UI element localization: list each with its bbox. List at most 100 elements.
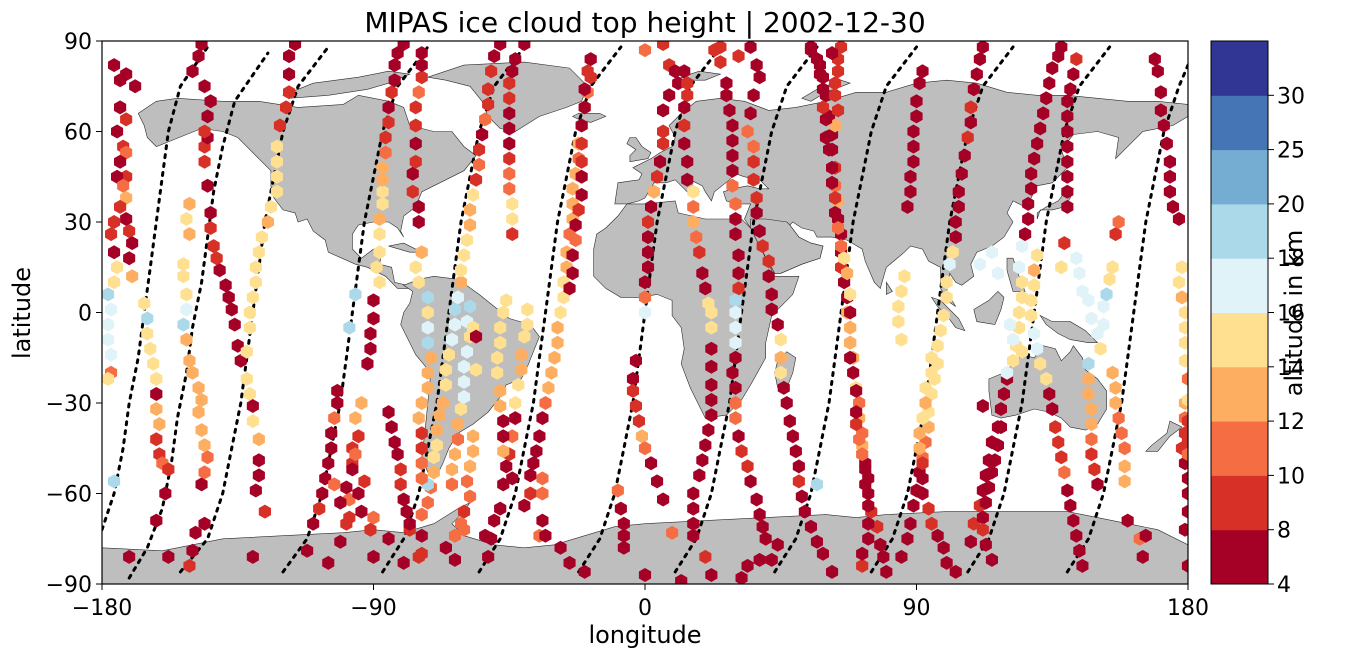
cloud-point	[741, 459, 754, 474]
cloud-point	[397, 41, 410, 51]
cloud-point	[726, 163, 739, 178]
cloud-point	[774, 365, 787, 380]
cloud-point	[415, 58, 428, 73]
cloud-point	[506, 212, 519, 226]
cloud-point	[198, 154, 211, 169]
cloud-point	[1181, 371, 1188, 386]
cloud-point	[1073, 266, 1086, 281]
cloud-point	[584, 52, 597, 67]
cloud-point	[991, 438, 1004, 453]
cloud-point	[982, 480, 995, 495]
cloud-point	[720, 88, 733, 103]
cloud-point	[102, 287, 115, 302]
cloud-point	[765, 302, 778, 317]
cloud-point	[249, 260, 262, 275]
cloud-point	[1181, 432, 1188, 447]
cloud-point	[352, 429, 365, 444]
cloud-point	[566, 266, 579, 281]
cloud-point	[916, 486, 929, 501]
cloud-point	[1055, 41, 1068, 54]
x-tick-label: 180	[1167, 596, 1209, 621]
cloud-point	[952, 199, 965, 214]
cloud-point	[1025, 181, 1038, 196]
cloud-point	[741, 558, 754, 573]
cloud-point	[976, 399, 989, 413]
cloud-point	[316, 486, 329, 501]
cloud-point	[1043, 387, 1056, 401]
cloud-point	[705, 341, 718, 356]
cloud-point	[907, 154, 920, 169]
cloud-point	[506, 196, 519, 211]
cloud-point	[521, 317, 534, 332]
y-tick-label: −90	[46, 573, 92, 598]
cloud-point	[497, 429, 510, 444]
cloud-point	[994, 402, 1007, 416]
cloud-point	[258, 504, 271, 519]
cloud-point	[1019, 227, 1032, 242]
cloud-point	[228, 317, 241, 332]
cloud-point	[1028, 263, 1041, 278]
cloud-point	[985, 245, 998, 260]
cloud-point	[1181, 486, 1188, 501]
cloud-point	[705, 408, 718, 423]
cloud-point	[979, 537, 992, 552]
cloud-point	[1061, 483, 1074, 498]
cloud-point	[934, 323, 947, 338]
cloud-point	[931, 338, 944, 353]
cloud-point	[575, 136, 588, 151]
cloud-point	[280, 100, 293, 115]
cloud-point	[1154, 85, 1167, 100]
cloud-point	[213, 263, 226, 278]
cloud-point	[632, 414, 645, 429]
cloud-point	[388, 58, 401, 73]
cloud-point	[388, 435, 401, 450]
cloud-point	[949, 564, 962, 579]
cloud-point	[1178, 305, 1188, 320]
cloud-point	[1061, 199, 1074, 214]
cloud-point	[753, 70, 766, 85]
cloud-point	[774, 332, 787, 347]
cloud-point	[1013, 260, 1026, 275]
cloud-point	[1085, 432, 1098, 447]
cloud-point	[750, 58, 763, 73]
colorbar-segment	[1211, 421, 1268, 476]
cloud-point	[949, 230, 962, 245]
cloud-point	[1139, 528, 1152, 543]
cloud-point	[400, 504, 413, 519]
cloud-point	[937, 540, 950, 555]
cloud-point	[273, 118, 286, 133]
cloud-point	[816, 100, 829, 115]
cloud-point	[406, 166, 419, 181]
cloud-point	[105, 227, 118, 242]
y-axis: −90 −60 −30 0 30 60 90	[46, 30, 102, 598]
cloud-point	[120, 112, 133, 127]
cloud-point	[108, 474, 121, 489]
cloud-point	[114, 154, 127, 169]
cloud-point	[189, 525, 202, 540]
cloud-point	[439, 362, 452, 377]
cloud-point	[853, 432, 866, 447]
cloud-point	[626, 371, 639, 386]
cloud-point	[421, 365, 434, 380]
cloud-point	[1016, 290, 1029, 305]
cloud-point	[388, 73, 401, 88]
cloud-point	[153, 417, 166, 432]
cloud-point	[967, 82, 980, 97]
x-tick-label: −90	[350, 596, 396, 621]
cloud-point	[364, 341, 377, 356]
cloud-point	[530, 444, 543, 459]
cloud-point	[753, 507, 766, 522]
cloud-point	[829, 190, 842, 205]
cloud-point	[756, 239, 769, 254]
cloud-point	[638, 568, 652, 582]
cloud-point	[732, 49, 745, 64]
cloud-point	[457, 504, 471, 519]
cloud-point	[1085, 447, 1098, 462]
cloud-point	[1109, 227, 1122, 242]
cloud-point	[952, 184, 965, 199]
cloud-point	[687, 516, 700, 531]
cloud-point	[195, 477, 208, 492]
cloud-point	[521, 302, 534, 317]
cloud-point	[642, 230, 655, 245]
cloud-point	[192, 405, 205, 420]
